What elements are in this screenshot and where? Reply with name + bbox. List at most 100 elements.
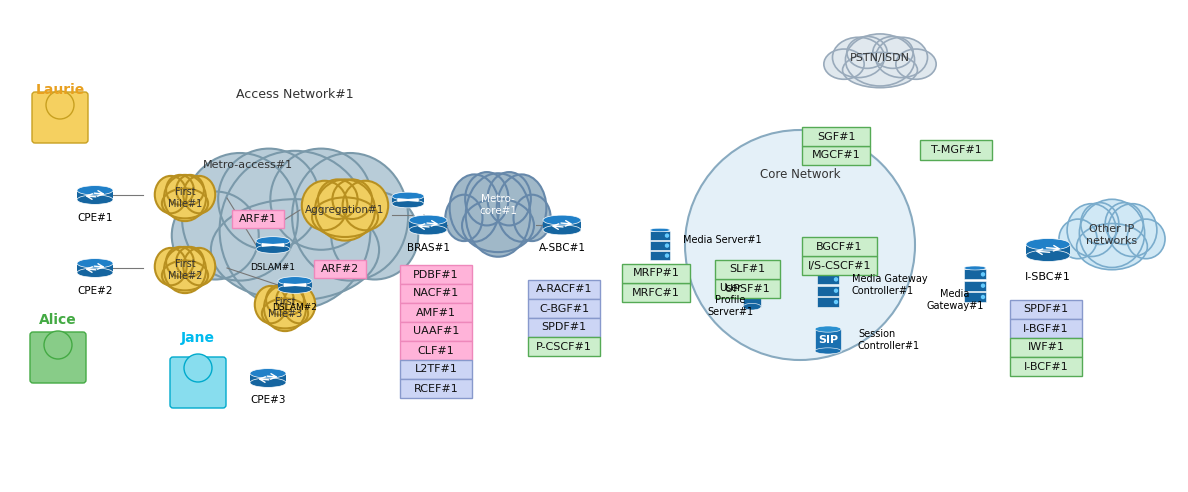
Ellipse shape <box>164 175 206 221</box>
Ellipse shape <box>255 237 290 245</box>
FancyBboxPatch shape <box>623 264 690 283</box>
FancyBboxPatch shape <box>817 297 839 307</box>
Text: Access Network#1: Access Network#1 <box>236 89 354 101</box>
Ellipse shape <box>823 49 864 79</box>
FancyBboxPatch shape <box>400 284 472 303</box>
Ellipse shape <box>276 285 304 315</box>
Ellipse shape <box>392 200 424 208</box>
FancyBboxPatch shape <box>314 260 366 278</box>
Ellipse shape <box>302 181 347 230</box>
Ellipse shape <box>1059 219 1097 259</box>
FancyBboxPatch shape <box>815 329 841 351</box>
Ellipse shape <box>1080 199 1145 268</box>
Text: UAAF#1: UAAF#1 <box>412 327 460 337</box>
Text: BRAS#1: BRAS#1 <box>406 243 449 253</box>
Ellipse shape <box>166 247 194 277</box>
Ellipse shape <box>264 285 307 331</box>
Text: CPE#2: CPE#2 <box>77 286 113 296</box>
Ellipse shape <box>162 260 208 290</box>
Ellipse shape <box>283 286 315 323</box>
Text: Alice: Alice <box>39 313 77 327</box>
FancyBboxPatch shape <box>742 283 762 307</box>
Text: First
Mile#2: First Mile#2 <box>168 259 202 281</box>
Text: T-MGF#1: T-MGF#1 <box>930 145 981 155</box>
FancyBboxPatch shape <box>650 231 670 240</box>
Ellipse shape <box>77 259 113 268</box>
FancyBboxPatch shape <box>232 210 284 228</box>
Text: A-RACF#1: A-RACF#1 <box>536 284 593 295</box>
FancyBboxPatch shape <box>527 280 600 299</box>
FancyBboxPatch shape <box>32 92 88 143</box>
FancyBboxPatch shape <box>400 379 472 398</box>
Ellipse shape <box>833 37 884 78</box>
Circle shape <box>665 254 669 257</box>
Text: Aggregation#1: Aggregation#1 <box>305 205 385 215</box>
Text: A-SBC#1: A-SBC#1 <box>538 243 586 253</box>
Ellipse shape <box>249 378 286 387</box>
Text: First
Mile#3: First Mile#3 <box>267 297 302 319</box>
Ellipse shape <box>318 180 358 219</box>
FancyBboxPatch shape <box>650 251 670 260</box>
Ellipse shape <box>487 172 531 225</box>
Ellipse shape <box>1026 239 1070 250</box>
Ellipse shape <box>254 286 286 323</box>
Ellipse shape <box>963 266 986 270</box>
Ellipse shape <box>873 36 914 68</box>
Ellipse shape <box>183 176 215 214</box>
Circle shape <box>981 273 985 276</box>
FancyBboxPatch shape <box>715 279 781 298</box>
Ellipse shape <box>1026 250 1070 261</box>
FancyBboxPatch shape <box>963 269 986 279</box>
Text: ARF#1: ARF#1 <box>239 214 277 224</box>
Circle shape <box>834 289 838 292</box>
FancyBboxPatch shape <box>400 322 472 341</box>
Text: SPDF#1: SPDF#1 <box>542 322 587 333</box>
Ellipse shape <box>497 174 546 242</box>
Ellipse shape <box>1127 219 1165 259</box>
Circle shape <box>184 354 211 382</box>
FancyBboxPatch shape <box>802 127 870 146</box>
FancyBboxPatch shape <box>817 286 839 296</box>
Ellipse shape <box>172 191 259 279</box>
Ellipse shape <box>176 247 204 277</box>
FancyBboxPatch shape <box>817 275 839 284</box>
FancyBboxPatch shape <box>392 196 424 204</box>
Ellipse shape <box>409 215 447 225</box>
FancyBboxPatch shape <box>278 281 312 289</box>
Text: PSTN/ISDN: PSTN/ISDN <box>849 53 910 63</box>
Ellipse shape <box>255 245 290 253</box>
Text: CLF#1: CLF#1 <box>418 345 454 356</box>
Text: AMF#1: AMF#1 <box>416 308 456 317</box>
Text: IWF#1: IWF#1 <box>1028 342 1064 352</box>
FancyBboxPatch shape <box>400 341 472 360</box>
Ellipse shape <box>543 225 581 235</box>
Text: Jane: Jane <box>181 331 215 345</box>
FancyBboxPatch shape <box>802 146 870 165</box>
Text: Session
Controller#1: Session Controller#1 <box>858 329 921 351</box>
FancyBboxPatch shape <box>715 260 781 279</box>
Ellipse shape <box>261 299 308 328</box>
Ellipse shape <box>449 174 499 242</box>
FancyBboxPatch shape <box>170 357 226 408</box>
FancyBboxPatch shape <box>77 190 113 200</box>
Text: RCEF#1: RCEF#1 <box>413 383 459 394</box>
FancyBboxPatch shape <box>527 299 600 318</box>
Text: L2TF#1: L2TF#1 <box>415 365 457 374</box>
FancyBboxPatch shape <box>1010 300 1082 319</box>
Text: C-BGF#1: C-BGF#1 <box>539 304 589 313</box>
Ellipse shape <box>77 195 113 204</box>
Text: MGCF#1: MGCF#1 <box>811 151 860 160</box>
Ellipse shape <box>77 268 113 277</box>
Ellipse shape <box>817 271 839 275</box>
Text: UPSF#1: UPSF#1 <box>725 283 770 294</box>
Ellipse shape <box>896 49 936 79</box>
Text: MRFC#1: MRFC#1 <box>632 287 680 298</box>
Ellipse shape <box>271 149 372 250</box>
Text: PDBF#1: PDBF#1 <box>413 270 459 279</box>
Ellipse shape <box>292 153 409 280</box>
Ellipse shape <box>164 247 206 293</box>
Ellipse shape <box>154 248 187 285</box>
Text: Other IP
networks: Other IP networks <box>1087 224 1138 246</box>
Ellipse shape <box>392 192 424 200</box>
Ellipse shape <box>220 151 371 309</box>
